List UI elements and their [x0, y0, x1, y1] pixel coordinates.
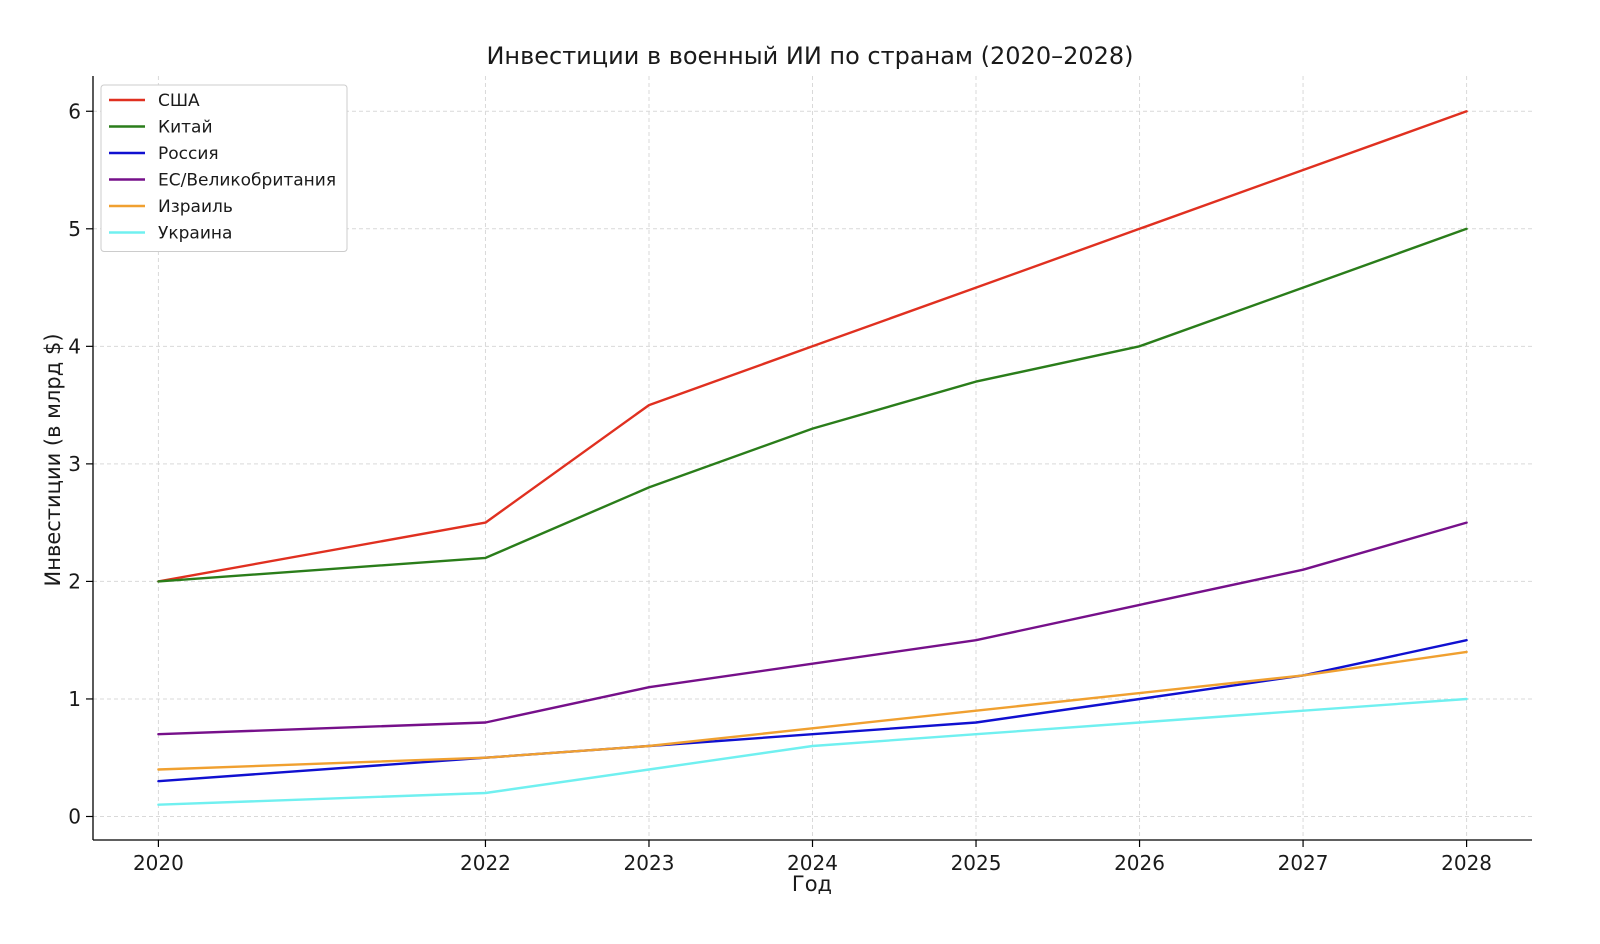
x-tick-label: 2024: [787, 851, 838, 875]
y-tick-label: 1: [68, 687, 81, 711]
x-tick-label: 2023: [624, 851, 675, 875]
legend-label: США: [158, 91, 200, 111]
x-tick-label: 2026: [1114, 851, 1165, 875]
chart-title: Инвестиции в военный ИИ по странам (2020…: [486, 42, 1133, 70]
series-line-США: [157, 110, 1468, 583]
series-line-ЕС/Великобритания: [157, 521, 1468, 736]
series-line-Китай: [157, 227, 1468, 583]
series-lines: [157, 110, 1468, 806]
y-tick-label: 0: [68, 804, 81, 828]
legend-label: Украина: [158, 224, 232, 244]
legend-label: ЕС/Великобритания: [158, 171, 336, 191]
legend-frame: [100, 84, 348, 252]
series-line-Украина: [157, 697, 1468, 806]
x-tick-label: 2020: [133, 851, 184, 875]
x-axis-title: Год: [792, 872, 832, 896]
y-tick-label: 3: [68, 452, 81, 476]
y-axis-title: Инвестиции (в млрд $): [41, 333, 65, 586]
x-tick-label: 2025: [951, 851, 1002, 875]
legend: США Китай Россия ЕС/Великобритания Израиль Ук…: [100, 84, 348, 252]
legend-label: Россия: [158, 144, 219, 164]
legend-label: Израиль: [158, 197, 233, 217]
y-tick-label: 4: [68, 334, 81, 358]
x-tick-label: 2028: [1441, 851, 1492, 875]
series-line-Россия: [157, 639, 1468, 783]
series-line-Израиль: [157, 650, 1468, 771]
y-tick-label: 5: [68, 217, 81, 241]
legend-label: Китай: [158, 118, 213, 138]
x-tick-label: 2022: [460, 851, 511, 875]
y-tick-label: 6: [68, 99, 81, 123]
y-tick-label: 2: [68, 569, 81, 593]
axis-ticks: 2020 2022 2023 2024 2025 2026 2027 2028 0 1 2 3 4 5 6: [68, 99, 1492, 875]
x-tick-label: 2027: [1278, 851, 1329, 875]
